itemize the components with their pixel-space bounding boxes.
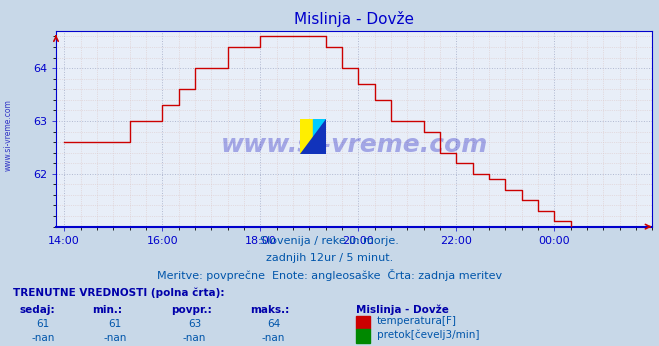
Text: sedaj:: sedaj: (20, 305, 55, 315)
Text: -nan: -nan (103, 333, 127, 343)
Text: povpr.:: povpr.: (171, 305, 212, 315)
Text: -nan: -nan (183, 333, 206, 343)
Text: 61: 61 (109, 319, 122, 329)
Bar (313, 119, 326, 154)
Text: min.:: min.: (92, 305, 123, 315)
Text: Meritve: povprečne  Enote: angleosaške  Črta: zadnja meritev: Meritve: povprečne Enote: angleosaške Čr… (157, 268, 502, 281)
Text: www.si-vreme.com: www.si-vreme.com (221, 133, 488, 156)
Text: pretok[čevelj3/min]: pretok[čevelj3/min] (377, 329, 480, 340)
Text: 64: 64 (267, 319, 280, 329)
Text: temperatura[F]: temperatura[F] (377, 316, 457, 326)
Text: zadnjih 12ur / 5 minut.: zadnjih 12ur / 5 minut. (266, 253, 393, 263)
Text: Slovenija / reke in morje.: Slovenija / reke in morje. (260, 236, 399, 246)
Text: -nan: -nan (31, 333, 55, 343)
Text: Mislinja - Dovže: Mislinja - Dovže (356, 304, 449, 315)
Text: 61: 61 (36, 319, 49, 329)
Polygon shape (300, 119, 326, 154)
Bar (300, 119, 313, 154)
Text: www.si-vreme.com: www.si-vreme.com (3, 99, 13, 171)
Text: TRENUTNE VREDNOSTI (polna črta):: TRENUTNE VREDNOSTI (polna črta): (13, 287, 225, 298)
Text: -nan: -nan (262, 333, 285, 343)
Text: 63: 63 (188, 319, 201, 329)
Text: maks.:: maks.: (250, 305, 290, 315)
Title: Mislinja - Dovže: Mislinja - Dovže (294, 11, 415, 27)
